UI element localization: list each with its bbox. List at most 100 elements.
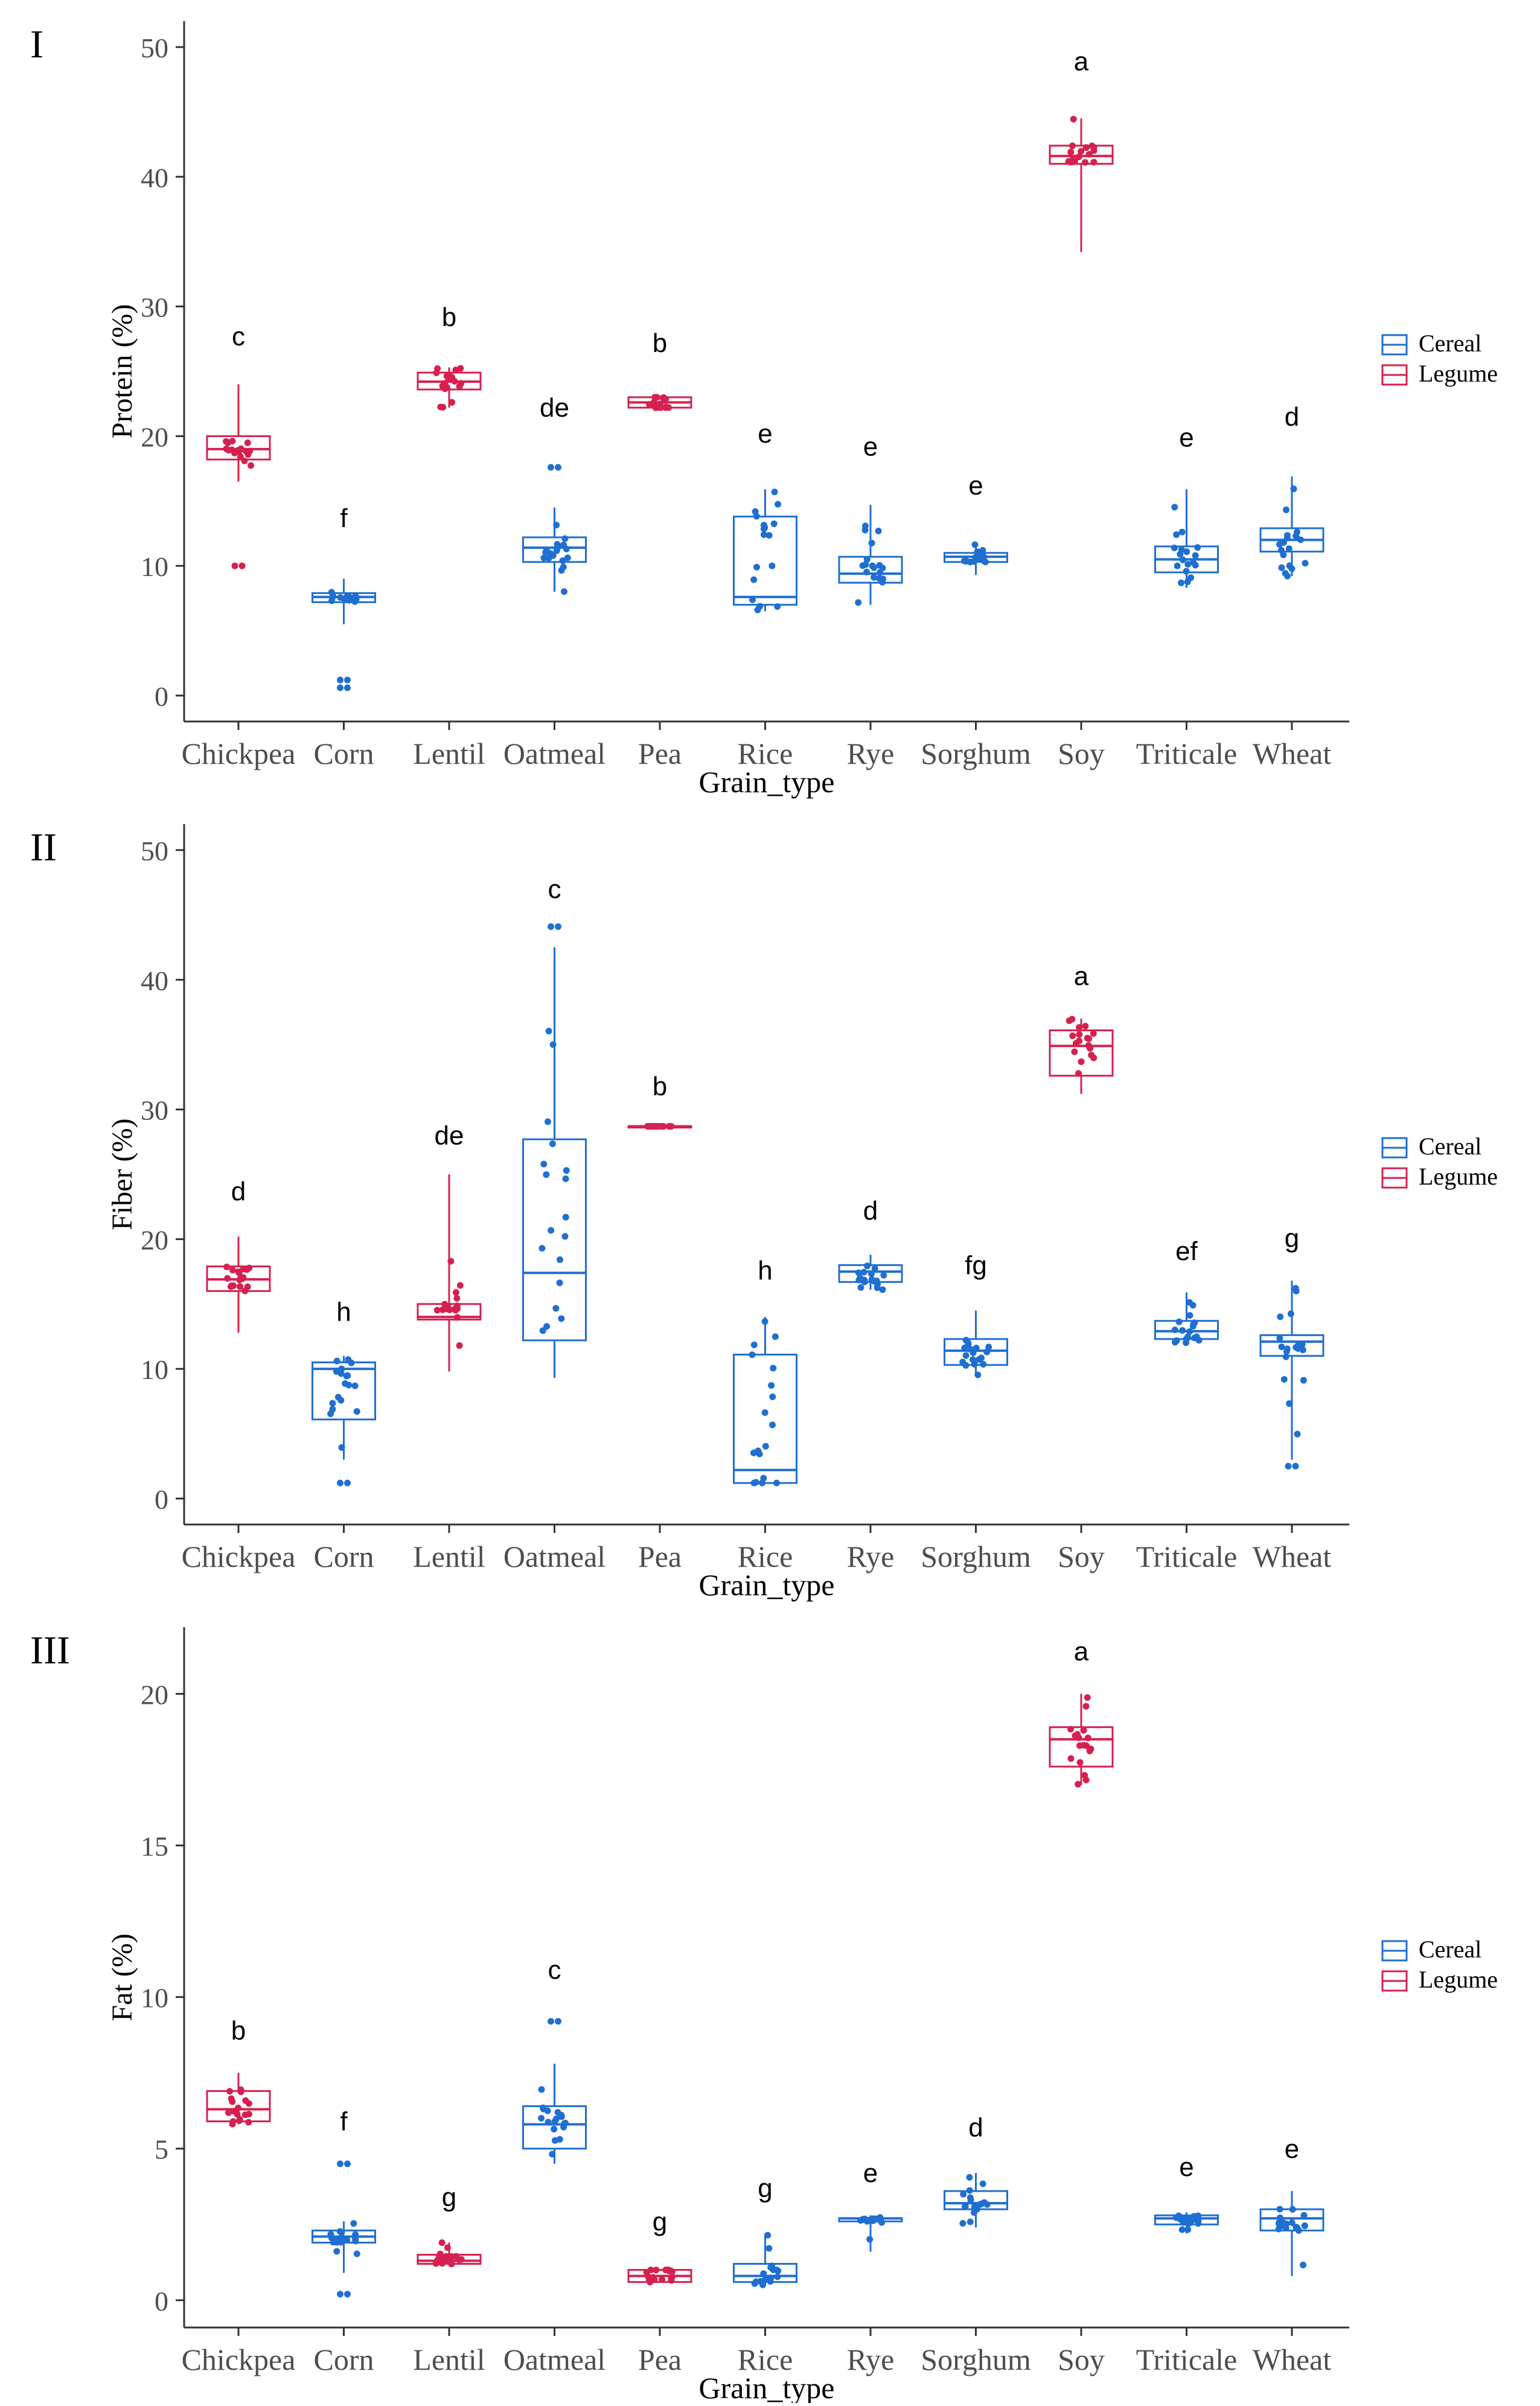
data-point [241,1287,249,1294]
data-point [1067,1726,1075,1733]
significance-letter: e [968,471,983,501]
data-point [867,1270,875,1278]
significance-letter: a [1074,961,1089,991]
data-point [453,1294,461,1302]
data-point [1171,545,1178,552]
outlier-point [337,676,343,683]
data-point [225,2109,232,2116]
legend-label-cereal: Cereal [1419,1133,1481,1160]
significance-letter: b [442,302,456,332]
data-point [223,1263,231,1270]
data-point [643,2269,650,2276]
x-tick-label-sorghum: Sorghum [921,737,1031,770]
x-tick-label-pea: Pea [638,1540,682,1573]
data-point [562,1214,569,1221]
outlier-point [555,923,561,930]
x-tick-label-triticale: Triticale [1136,2343,1238,2376]
data-point [770,520,778,527]
x-tick-label-sorghum: Sorghum [921,1540,1031,1573]
box-chickpea: b [206,2016,271,2128]
data-point [1283,1348,1290,1355]
outlier-point [344,684,351,691]
data-point [436,2250,444,2257]
x-tick-label-rye: Rye [847,737,895,770]
data-point [966,2218,974,2225]
data-point [553,522,560,529]
panel-label: III [30,1628,70,1672]
outlier-point [548,464,554,471]
outlier-point [548,2018,554,2025]
data-point [860,1269,867,1276]
x-axis-title: Grain_type [699,765,835,799]
data-point [329,1400,336,1407]
box-pea: b [627,328,692,411]
data-point [343,1372,350,1380]
data-point [1286,1400,1293,1407]
outlier-point [337,1479,343,1486]
data-point [1293,2224,1300,2231]
data-point [875,528,882,535]
data-point [334,1393,342,1401]
data-point [539,1327,546,1334]
significance-letter: e [863,432,878,462]
data-point [983,1348,991,1355]
box-corn: f [312,504,376,691]
data-point [1090,1030,1097,1037]
data-point [564,554,571,562]
box-sorghum: d [944,2113,1008,2228]
data-point [452,1289,459,1296]
data-point [654,402,661,409]
significance-letter: a [1074,1637,1089,1666]
x-axis-title: Grain_type [699,1568,835,1602]
data-point [1282,1353,1289,1360]
data-point [1285,545,1292,552]
significance-letter: fg [965,1250,987,1280]
data-point [765,532,773,539]
data-point [966,2174,973,2181]
significance-letter: e [1179,2152,1193,2182]
significance-letter: d [863,1196,878,1226]
data-point [857,1284,864,1291]
data-point [236,2116,243,2123]
data-point [771,488,778,496]
y-tick-label: 40 [141,965,168,996]
significance-letter: c [548,874,561,904]
data-point [563,1167,570,1174]
y-tick-label: 50 [141,33,168,63]
data-point [961,2203,968,2210]
x-tick-label-chickpea: Chickpea [182,1540,296,1573]
data-point [552,1305,560,1312]
data-point [561,535,569,542]
data-point [1075,1070,1082,1077]
data-point [1082,1703,1090,1710]
data-point [1195,1337,1203,1344]
outlier-point [1292,1462,1299,1470]
data-point [549,1141,556,1148]
data-point [1075,1037,1082,1045]
data-point [1179,1326,1186,1334]
data-point [560,2123,567,2131]
x-tick-label-corn: Corn [314,2343,374,2376]
box-chickpea: d [206,1177,271,1333]
data-point [1277,1313,1284,1320]
data-point [1076,1024,1083,1031]
y-tick-label: 30 [141,1095,168,1126]
y-tick-label: 5 [155,2134,168,2165]
data-point [971,541,979,548]
data-point [979,2180,986,2187]
data-point [959,2219,966,2227]
data-point [458,2256,465,2263]
data-point [446,1306,453,1313]
outlier-point [548,923,554,930]
data-point [967,1346,974,1353]
data-point [241,2111,249,2119]
y-tick-label: 0 [155,681,168,712]
data-point [1084,1734,1091,1741]
data-point [1069,156,1076,164]
data-point [237,1283,244,1290]
data-point [1084,1694,1091,1701]
data-point [538,1244,546,1252]
y-tick-label: 10 [141,1354,168,1385]
y-tick-label: 30 [141,292,168,323]
data-point [653,2267,660,2274]
